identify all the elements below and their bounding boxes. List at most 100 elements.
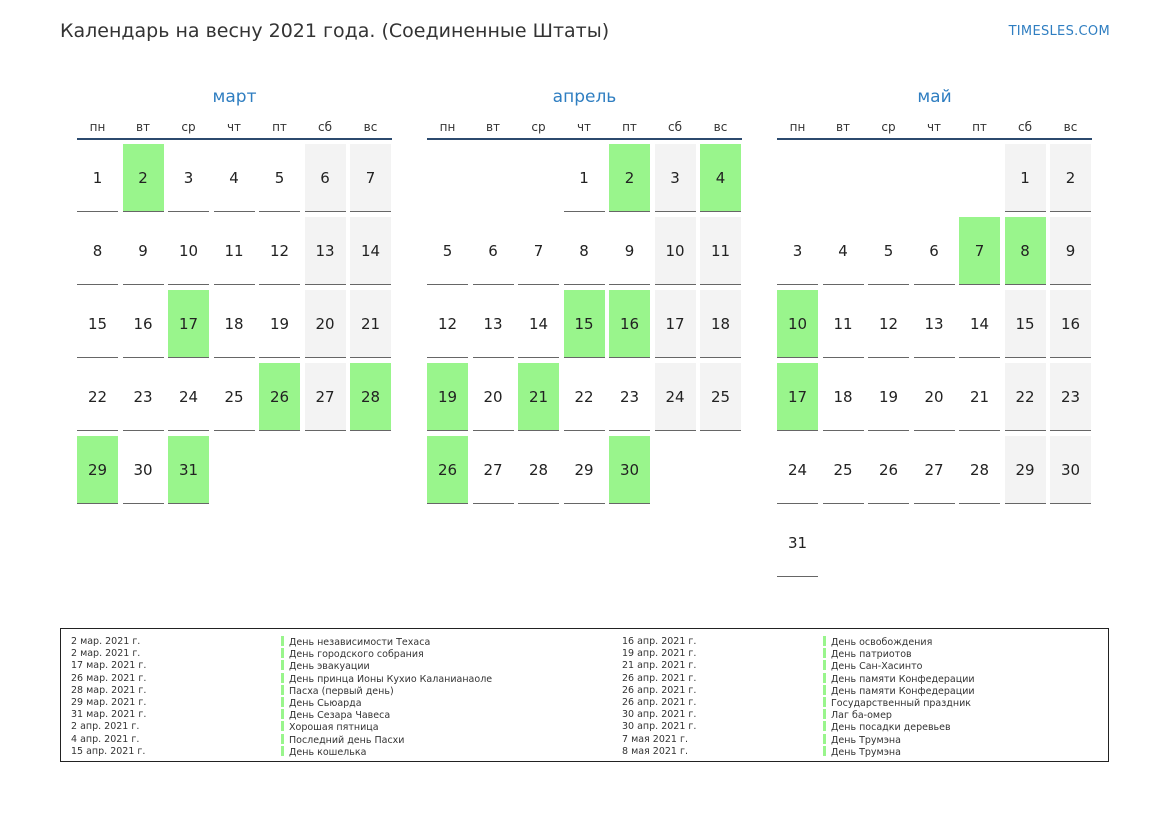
day-cell[interactable]: 7 [518,217,559,285]
day-cell[interactable]: 6 [913,217,955,285]
day-cell[interactable]: 1 [1004,144,1046,212]
day-cell[interactable]: 23 [1050,363,1091,431]
holiday-day-cell[interactable]: 28 [350,363,391,431]
holiday-day-cell[interactable]: 17 [777,363,818,431]
day-cell[interactable]: 14 [959,290,1000,358]
day-cell[interactable]: 4 [213,144,255,212]
day-cell[interactable]: 5 [259,144,300,212]
day-cell[interactable]: 3 [777,217,818,285]
day-cell[interactable]: 25 [213,363,255,431]
day-cell[interactable]: 29 [1004,436,1046,504]
holiday-marker [281,660,284,671]
day-cell[interactable]: 27 [472,436,514,504]
legend-holiday-name: Пасха (первый день) [281,684,492,697]
day-cell[interactable]: 20 [472,363,514,431]
day-cell[interactable]: 30 [122,436,164,504]
day-cell[interactable]: 18 [822,363,864,431]
day-cell[interactable]: 11 [213,217,255,285]
day-cell[interactable]: 13 [472,290,514,358]
day-cell[interactable]: 31 [777,509,818,577]
day-cell[interactable]: 1 [77,144,118,212]
day-cell[interactable]: 22 [1004,363,1046,431]
day-cell[interactable]: 2 [1050,144,1091,212]
day-cell[interactable]: 22 [563,363,605,431]
day-cell[interactable]: 24 [654,363,696,431]
day-cell[interactable]: 10 [168,217,209,285]
day-cell[interactable]: 29 [563,436,605,504]
holiday-day-cell[interactable]: 2 [122,144,164,212]
day-cell[interactable]: 27 [304,363,346,431]
day-cell[interactable]: 25 [700,363,741,431]
day-cell[interactable]: 23 [609,363,650,431]
holiday-day-cell[interactable]: 7 [959,217,1000,285]
holiday-day-cell[interactable]: 10 [777,290,818,358]
day-cell[interactable]: 26 [868,436,909,504]
day-cell[interactable]: 9 [122,217,164,285]
day-cell[interactable]: 22 [77,363,118,431]
day-cell[interactable]: 3 [168,144,209,212]
holiday-day-cell[interactable]: 26 [259,363,300,431]
day-cell[interactable]: 9 [609,217,650,285]
day-cell[interactable]: 15 [1004,290,1046,358]
day-cell[interactable]: 12 [868,290,909,358]
day-cell[interactable]: 6 [472,217,514,285]
day-cell[interactable]: 13 [304,217,346,285]
day-cell[interactable]: 24 [777,436,818,504]
day-cell[interactable]: 11 [822,290,864,358]
day-cell[interactable]: 5 [868,217,909,285]
day-cell[interactable]: 5 [427,217,468,285]
holiday-day-cell[interactable]: 21 [518,363,559,431]
day-cell[interactable]: 28 [959,436,1000,504]
holiday-day-cell[interactable]: 26 [427,436,468,504]
day-cell[interactable]: 9 [1050,217,1091,285]
legend-dates-right: 16 апр. 2021 г. 19 апр. 2021 г. 21 апр. 20… [622,636,696,758]
day-cell[interactable]: 16 [1050,290,1091,358]
day-cell[interactable]: 13 [913,290,955,358]
day-cell[interactable]: 14 [350,217,391,285]
day-cell[interactable]: 18 [213,290,255,358]
day-cell[interactable]: 20 [304,290,346,358]
holiday-day-cell[interactable]: 16 [609,290,650,358]
day-cell[interactable]: 14 [518,290,559,358]
day-cell[interactable]: 8 [563,217,605,285]
day-cell[interactable]: 11 [700,217,741,285]
legend-date-text: 17 мар. 2021 г. [71,660,147,672]
weekday-label: ср [531,120,546,134]
day-cell[interactable]: 27 [913,436,955,504]
day-cell[interactable]: 12 [427,290,468,358]
day-cell[interactable]: 17 [654,290,696,358]
holiday-day-cell[interactable]: 29 [77,436,118,504]
holiday-day-cell[interactable]: 2 [609,144,650,212]
day-cell[interactable]: 6 [304,144,346,212]
day-cell[interactable]: 21 [959,363,1000,431]
day-cell[interactable]: 15 [77,290,118,358]
day-cell[interactable]: 16 [122,290,164,358]
holiday-day-cell[interactable]: 31 [168,436,209,504]
day-cell[interactable]: 19 [259,290,300,358]
day-cell[interactable]: 28 [518,436,559,504]
holiday-day-cell[interactable]: 17 [168,290,209,358]
holiday-day-cell[interactable]: 30 [609,436,650,504]
day-cell[interactable]: 21 [350,290,391,358]
day-cell[interactable]: 10 [654,217,696,285]
day-cell[interactable]: 23 [122,363,164,431]
day-cell[interactable]: 19 [868,363,909,431]
day-cell[interactable]: 7 [350,144,391,212]
holiday-day-cell[interactable]: 19 [427,363,468,431]
legend-name-text: Последний день Пасхи [289,734,405,746]
holiday-day-cell[interactable]: 8 [1004,217,1046,285]
day-cell[interactable]: 24 [168,363,209,431]
legend-date: 29 мар. 2021 г. [71,697,146,709]
day-cell[interactable]: 8 [77,217,118,285]
day-cell[interactable]: 3 [654,144,696,212]
day-cell[interactable]: 1 [563,144,605,212]
holiday-day-cell[interactable]: 15 [563,290,605,358]
day-cell[interactable]: 20 [913,363,955,431]
day-cell[interactable]: 4 [822,217,864,285]
day-cell[interactable]: 25 [822,436,864,504]
day-cell[interactable]: 30 [1050,436,1091,504]
site-link[interactable]: TIMESLES.COM [1008,24,1110,39]
day-cell[interactable]: 12 [259,217,300,285]
day-cell[interactable]: 18 [700,290,741,358]
holiday-day-cell[interactable]: 4 [700,144,741,212]
